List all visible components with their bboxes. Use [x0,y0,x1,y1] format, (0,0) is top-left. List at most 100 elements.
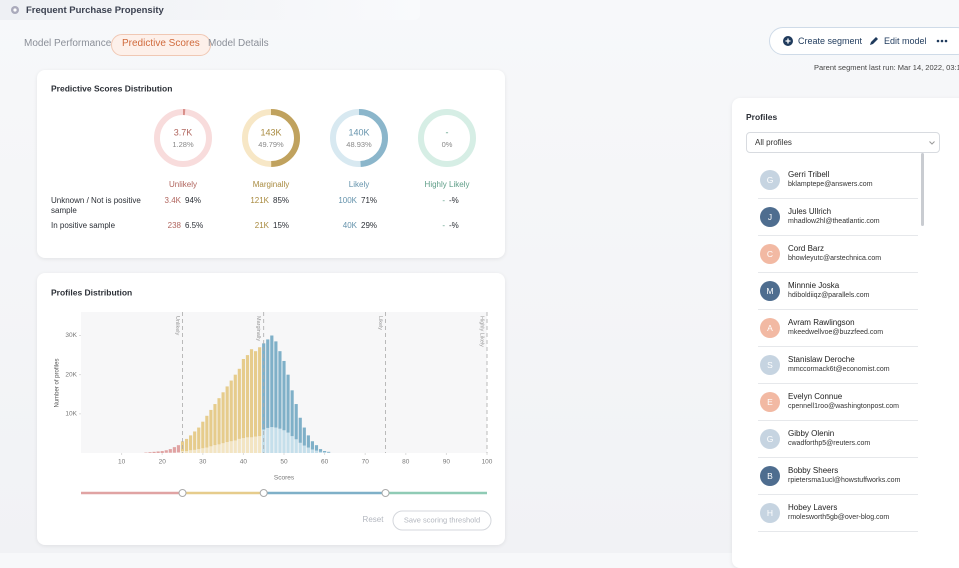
cell-count: - [442,221,445,230]
bar-segment [254,351,257,436]
slider-handle[interactable] [260,490,267,497]
bar-segment [315,451,318,453]
panel-title: Profiles [746,112,777,122]
group-label: Highly Likely [425,180,470,189]
bar-segment [286,375,289,433]
bar-segment [274,341,277,427]
bar-segment [246,437,249,453]
bar-segment [299,418,302,443]
threshold-label: Unlikely [174,316,180,336]
edit-model-button[interactable]: Edit model [884,36,927,46]
bar-segment [213,445,216,453]
top-bar: Frequent Purchase Propensity [0,0,420,20]
page: Frequent Purchase Propensity Model Perfo… [0,0,959,553]
bar-segment [234,375,237,441]
group-label: Likely [349,180,369,189]
slider-handle[interactable] [382,490,389,497]
avatar-initial: B [760,471,780,481]
donut-percent: 49.79% [258,140,284,149]
slider-handle[interactable] [179,490,186,497]
filter-value: All profiles [755,138,792,147]
avatar: G [760,170,780,190]
bar-segment [189,450,192,453]
bar-segment [258,347,261,436]
bar-segment [319,449,322,452]
bar-segment [234,440,237,453]
reset-button[interactable]: Reset [363,515,385,524]
bar-segment [278,351,281,429]
row-label: In positive sample [51,221,159,231]
threshold-label: Highly Likely [479,316,485,347]
avatar-initial: H [760,508,780,518]
avatar: C [760,244,780,264]
profile-name: Gibby Olenin [788,429,834,438]
cell-share: 94% [185,196,201,205]
bar-segment [217,398,220,444]
bar-segment [242,359,245,438]
cell-count: 238 [168,221,182,230]
cell-share: 71% [361,196,377,205]
bar-segment [222,392,225,443]
tab[interactable]: Model Details [198,34,279,54]
profile-filter[interactable]: All profiles [746,132,940,153]
bar-segment [238,439,241,453]
cell-count: 40K [343,221,358,230]
profile-name: Stanislaw Deroche [788,355,855,364]
x-tick-label: 70 [362,459,370,466]
bar-segment [250,437,253,453]
x-tick-label: 40 [240,459,248,466]
bar-segment [197,428,200,450]
bar-segment [286,433,289,453]
cell-share: 85% [273,196,289,205]
cell-count: - [442,196,445,205]
bar-segment [274,428,277,453]
donut-percent: 0% [442,140,453,149]
cell-count: 121K [250,196,269,205]
profile-email: cwadforthp5@reuters.com [788,440,870,447]
card-title: Predictive Scores Distribution [51,83,172,93]
profile-email: rmolesworth5gb@over-blog.com [788,514,889,521]
save-button[interactable]: Save scoring threshold [404,515,480,524]
donut-count: 140K [348,127,369,137]
bar-segment [242,438,245,453]
bar-segment [165,450,168,452]
bar-segment [307,448,310,453]
donut-track [421,112,473,164]
profile-email: hdiboldiiqz@parallels.com [788,292,869,299]
y-tick-label: 20K [65,371,77,378]
cell-share: -% [449,196,459,205]
bar-segment [299,443,302,453]
x-tick-label: 30 [199,459,207,466]
row-label: Unknown / Not is positive sample [51,196,159,216]
bar-segment [189,435,192,450]
tab[interactable]: Predictive Scores [111,34,211,56]
edit-icon [869,36,879,46]
avatar-initial: G [760,175,780,185]
create-segment-button[interactable]: Create segment [798,36,862,46]
profile-email: mmccormack6t@economist.com [788,366,890,373]
model-icon [10,5,20,15]
donut-count: - [446,127,449,137]
tab[interactable]: Model Performance [14,34,121,54]
group-label: Marginally [253,180,289,189]
bar-segment [291,436,294,453]
bar-segment [185,439,188,451]
avatar: S [760,355,780,375]
profile-row[interactable]: S Stanislaw Deroche mmccormack6t@economist… [732,347,932,384]
x-tick-label: 60 [321,459,329,466]
bar-segment [201,448,204,453]
profile-name: Avram Rawlingson [788,318,855,327]
more-button[interactable] [936,39,948,43]
group-label: Unlikely [169,180,197,189]
